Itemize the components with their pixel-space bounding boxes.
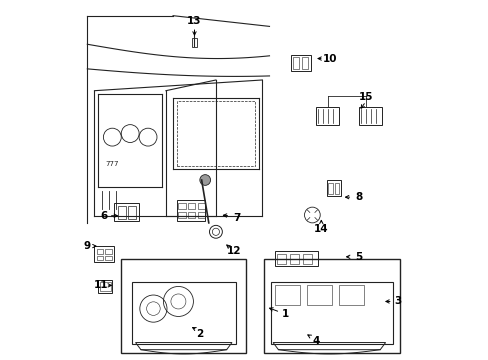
Bar xyxy=(301,57,307,69)
Text: 7: 7 xyxy=(233,212,241,222)
Bar xyxy=(128,206,136,219)
Bar xyxy=(292,57,299,69)
Bar xyxy=(178,212,185,218)
Bar xyxy=(176,102,255,166)
Text: 9: 9 xyxy=(83,241,91,251)
Text: 1: 1 xyxy=(282,309,288,319)
Bar xyxy=(290,55,310,71)
Text: 12: 12 xyxy=(227,247,241,256)
Bar xyxy=(197,203,204,209)
Bar xyxy=(197,212,204,218)
Bar xyxy=(188,212,195,218)
Bar xyxy=(97,256,103,260)
Bar xyxy=(328,183,332,194)
Bar xyxy=(303,253,311,264)
Circle shape xyxy=(200,175,210,185)
Text: 13: 13 xyxy=(187,16,202,26)
Text: 5: 5 xyxy=(354,252,362,262)
Bar xyxy=(306,285,331,305)
Bar xyxy=(274,285,299,305)
Bar xyxy=(132,282,235,344)
Bar xyxy=(97,249,103,254)
Bar xyxy=(358,107,381,125)
Bar xyxy=(339,285,364,305)
Bar xyxy=(105,256,111,260)
Bar xyxy=(326,180,340,196)
Text: 14: 14 xyxy=(313,224,328,234)
Text: 8: 8 xyxy=(354,192,362,202)
Text: 777: 777 xyxy=(105,161,119,167)
Bar xyxy=(188,203,195,209)
Bar xyxy=(264,258,399,353)
Text: 6: 6 xyxy=(101,211,108,221)
Bar xyxy=(121,258,246,353)
Text: 2: 2 xyxy=(196,329,203,339)
Text: 4: 4 xyxy=(312,336,319,346)
Bar xyxy=(315,107,339,125)
Text: 11: 11 xyxy=(94,280,108,291)
Bar xyxy=(274,251,317,266)
Bar xyxy=(276,253,285,264)
Text: 3: 3 xyxy=(394,296,401,306)
Bar xyxy=(118,206,125,219)
Bar xyxy=(192,38,197,47)
Text: 10: 10 xyxy=(322,54,337,64)
Text: 15: 15 xyxy=(358,92,372,102)
Bar xyxy=(114,203,139,221)
Bar xyxy=(176,200,205,221)
Bar xyxy=(178,203,185,209)
Bar xyxy=(105,249,111,254)
Bar xyxy=(334,183,338,194)
Bar xyxy=(289,253,298,264)
Bar xyxy=(98,280,112,293)
Bar xyxy=(94,246,114,262)
Bar xyxy=(100,282,110,291)
Bar xyxy=(271,282,392,344)
